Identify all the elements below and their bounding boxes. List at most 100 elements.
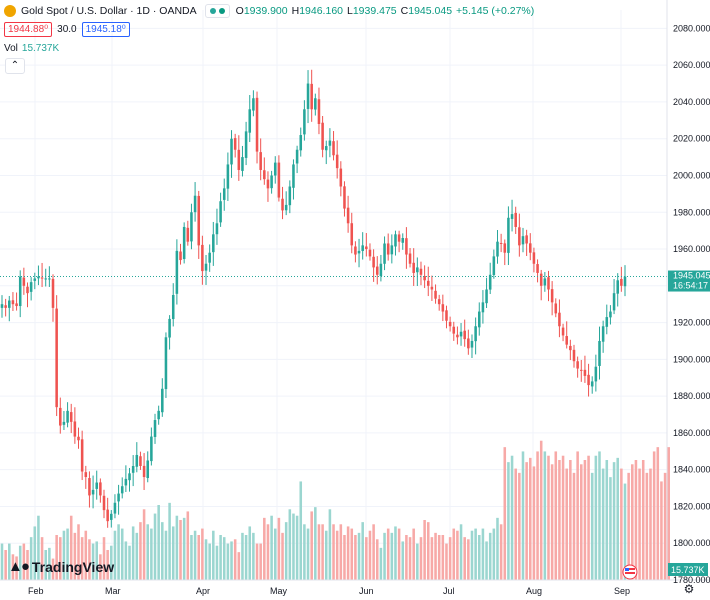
volume-bar bbox=[37, 515, 40, 580]
candle-body bbox=[175, 250, 179, 294]
price-tick-label: 1820.000 bbox=[673, 501, 710, 511]
candle-body bbox=[95, 482, 99, 489]
candle-body bbox=[310, 83, 313, 110]
volume-bar bbox=[499, 524, 503, 580]
flag-us-icon[interactable] bbox=[622, 564, 638, 580]
candle-body bbox=[405, 238, 408, 255]
candle-body bbox=[226, 164, 230, 189]
volume-bar bbox=[627, 472, 630, 580]
sell-button[interactable]: 1944.88⁰ bbox=[4, 22, 53, 37]
volume-bar bbox=[510, 455, 514, 580]
volume-bar bbox=[437, 535, 441, 580]
volume-bar bbox=[215, 545, 219, 580]
volume-bar bbox=[583, 460, 587, 580]
candle-body bbox=[317, 99, 321, 124]
time-tick-label: Jun bbox=[359, 586, 374, 596]
buy-button[interactable]: 1945.18⁰ bbox=[81, 22, 130, 37]
candle-body bbox=[459, 331, 463, 337]
candle-body bbox=[499, 242, 503, 244]
candle-body bbox=[179, 251, 182, 261]
candle-body bbox=[587, 374, 590, 386]
volume-bar bbox=[496, 517, 499, 580]
volume-bar bbox=[88, 539, 91, 580]
candle-body bbox=[263, 170, 266, 180]
candle-body bbox=[623, 276, 627, 287]
candle-body bbox=[401, 238, 405, 243]
volume-bar bbox=[612, 462, 616, 580]
candle-body bbox=[230, 138, 233, 165]
candle-body bbox=[284, 204, 288, 211]
candle-body bbox=[550, 289, 554, 303]
candle-body bbox=[467, 338, 470, 349]
volume-bar bbox=[543, 451, 547, 580]
symbol-title[interactable]: Gold Spot / U.S. Dollar · 1D · OANDA bbox=[21, 5, 197, 17]
spread-value: 30.0 bbox=[57, 24, 77, 35]
volume-bar bbox=[310, 511, 313, 580]
volume-bar bbox=[18, 545, 22, 580]
volume-bar bbox=[492, 528, 496, 580]
volume-bar bbox=[259, 543, 262, 580]
volume-bar bbox=[452, 528, 456, 580]
volume-bar bbox=[645, 472, 649, 580]
time-tick-label: May bbox=[270, 586, 288, 596]
volume-bar bbox=[233, 539, 237, 580]
candle-body bbox=[91, 489, 95, 495]
time-axis[interactable]: Feb Mar Apr May Jun Jul Aug Sep bbox=[28, 586, 630, 596]
volume-bar bbox=[131, 526, 135, 580]
candle-body bbox=[612, 293, 616, 311]
volume-bar bbox=[190, 535, 193, 580]
brand-name: TradingView bbox=[31, 558, 115, 575]
volume-bar bbox=[514, 468, 517, 580]
volume-bar bbox=[620, 468, 623, 580]
candle-body bbox=[299, 135, 303, 151]
candle-body bbox=[474, 326, 477, 342]
volume-bar bbox=[95, 541, 99, 580]
candle-body bbox=[244, 131, 248, 158]
candle-body bbox=[248, 109, 252, 133]
candle-body bbox=[99, 482, 102, 496]
candle-body bbox=[15, 303, 18, 307]
volume-bar bbox=[550, 464, 554, 580]
candle-body bbox=[379, 263, 383, 277]
volume-bar bbox=[656, 447, 660, 580]
price-tick-label: 1920.000 bbox=[673, 318, 710, 328]
candle-body bbox=[197, 195, 201, 246]
volume-bar bbox=[572, 472, 576, 580]
open-value: 1939.900 bbox=[243, 5, 288, 17]
candle-body bbox=[157, 410, 160, 420]
volume-bar bbox=[335, 530, 339, 580]
high-value: 1946.160 bbox=[299, 5, 343, 17]
volume-bar bbox=[372, 524, 375, 580]
candle-body bbox=[241, 157, 244, 171]
gear-icon[interactable]: ⚙ bbox=[683, 582, 695, 596]
volume-bar bbox=[667, 447, 670, 580]
volume-bar bbox=[321, 524, 324, 580]
volume-bar bbox=[153, 513, 157, 580]
candle-body bbox=[161, 388, 164, 413]
candle-body bbox=[77, 436, 80, 441]
market-status[interactable] bbox=[204, 4, 230, 18]
candle-body bbox=[292, 164, 295, 188]
open-label: O bbox=[235, 5, 244, 17]
price-axis[interactable]: 2080.000 2060.000 2040.000 2020.000 2000.000… bbox=[673, 23, 710, 585]
volume-bar bbox=[219, 535, 222, 580]
market-open-dot-icon bbox=[209, 8, 216, 14]
volume-bar bbox=[117, 524, 120, 580]
volume-bar bbox=[638, 468, 641, 580]
candle-body bbox=[255, 97, 259, 152]
candle-body bbox=[26, 286, 29, 294]
candle-body bbox=[44, 278, 47, 280]
volume-bar bbox=[230, 541, 233, 580]
volume-bar bbox=[80, 537, 84, 580]
volume-bar bbox=[15, 556, 18, 580]
candle-body bbox=[142, 465, 146, 478]
price-tick-label: 2020.000 bbox=[673, 134, 710, 144]
chevron-up-icon[interactable]: ⌃ bbox=[5, 58, 25, 74]
candle-body bbox=[419, 268, 423, 275]
candle-body bbox=[106, 509, 109, 522]
candle-body bbox=[343, 186, 346, 209]
volume-bar bbox=[157, 505, 160, 580]
volume-bar bbox=[474, 528, 477, 580]
candle-body bbox=[73, 421, 77, 437]
